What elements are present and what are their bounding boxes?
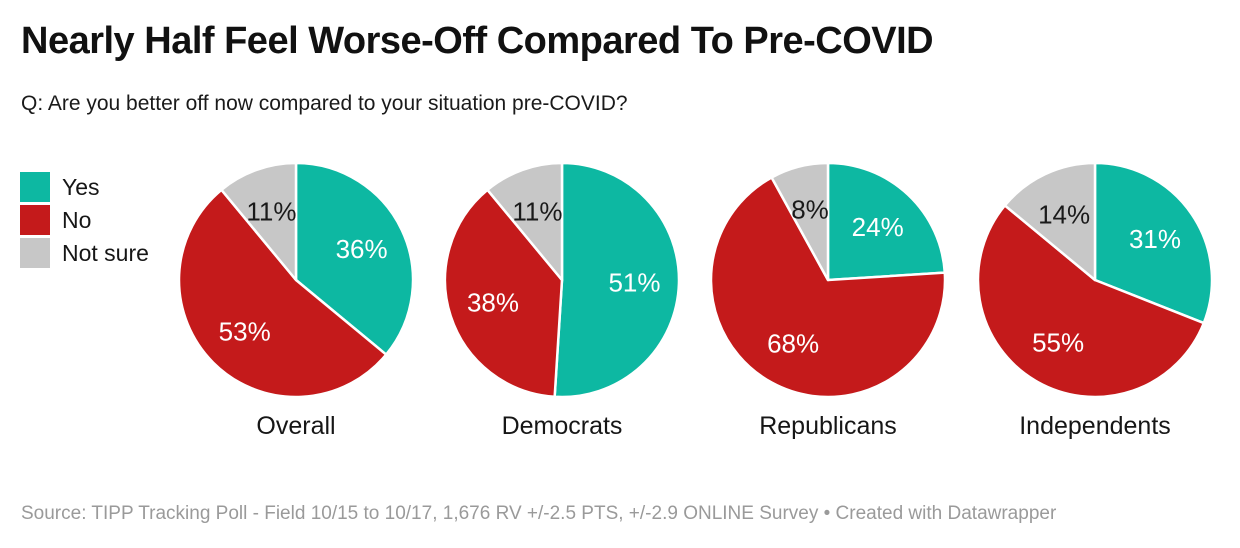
pie-svg-overall: 36% 53% 11%	[177, 161, 415, 399]
pie-caption-democrats: Democrats	[501, 412, 623, 440]
pie-chart-independents: 31% 55% 14%	[975, 160, 1215, 400]
slice-value-label-republicans-yes: 24%	[852, 212, 904, 242]
legend-swatch-yes	[20, 172, 50, 202]
pie-slice-democrats-yes	[553, 161, 681, 399]
legend-label: Yes	[62, 173, 100, 200]
legend-label: No	[62, 206, 92, 233]
pie-slice-overall-yes	[294, 161, 415, 356]
pie-chart-republicans: 24% 68% 8%	[708, 160, 948, 400]
slice-value-label-republicans-not-sure: 8%	[791, 195, 829, 225]
pie-slice-overall-no	[177, 188, 388, 399]
legend-item-yes: Yes	[20, 172, 149, 202]
legend-item-not-sure: Not sure	[20, 238, 149, 268]
pie-slice-independents-no	[976, 204, 1206, 399]
pie-chart-overall: 36% 53% 11%	[176, 160, 416, 400]
pie-caption-overall: Overall	[256, 412, 336, 440]
slice-value-label-independents-no: 55%	[1032, 327, 1084, 357]
pie-svg-independents: 31% 55% 14%	[976, 161, 1214, 399]
source-note: Source: TIPP Tracking Poll - Field 10/15…	[21, 503, 1057, 524]
pie-slice-democrats-not-sure	[486, 161, 564, 282]
legend-item-no: No	[20, 205, 149, 235]
legend: Yes No Not sure	[20, 172, 149, 271]
slice-value-label-independents-yes: 31%	[1129, 224, 1181, 254]
slice-value-label-democrats-not-sure: 11%	[512, 197, 562, 227]
legend-label: Not sure	[62, 239, 149, 266]
pie-slice-independents-yes	[1093, 161, 1214, 325]
slice-value-label-overall-not-sure: 11%	[246, 197, 296, 227]
legend-swatch-not-sure	[20, 238, 50, 268]
pie-slice-republicans-no	[709, 176, 947, 399]
pie-svg-republicans: 24% 68% 8%	[709, 161, 947, 399]
pie-caption-independents: Independents	[1019, 412, 1171, 440]
pie-slice-republicans-yes	[826, 161, 947, 282]
pie-chart-democrats: 51% 38% 11%	[442, 160, 682, 400]
chart-subtitle: Q: Are you better off now compared to yo…	[21, 92, 628, 115]
slice-value-label-overall-no: 53%	[219, 316, 271, 346]
pie-svg-democrats: 51% 38% 11%	[443, 161, 681, 399]
slice-value-label-republicans-no: 68%	[767, 329, 819, 359]
chart-title: Nearly Half Feel Worse-Off Compared To P…	[21, 20, 934, 62]
slice-value-label-independents-not-sure: 14%	[1038, 199, 1090, 229]
pie-slice-overall-not-sure	[220, 161, 298, 282]
legend-swatch-no	[20, 205, 50, 235]
slice-value-label-democrats-no: 38%	[467, 287, 519, 317]
slice-value-label-democrats-yes: 51%	[608, 267, 660, 297]
pie-caption-republicans: Republicans	[759, 412, 897, 440]
pie-slice-independents-not-sure	[1003, 161, 1097, 282]
pie-slice-democrats-no	[443, 188, 564, 399]
pie-slice-republicans-not-sure	[770, 161, 830, 282]
slice-value-label-overall-yes: 36%	[336, 234, 388, 264]
